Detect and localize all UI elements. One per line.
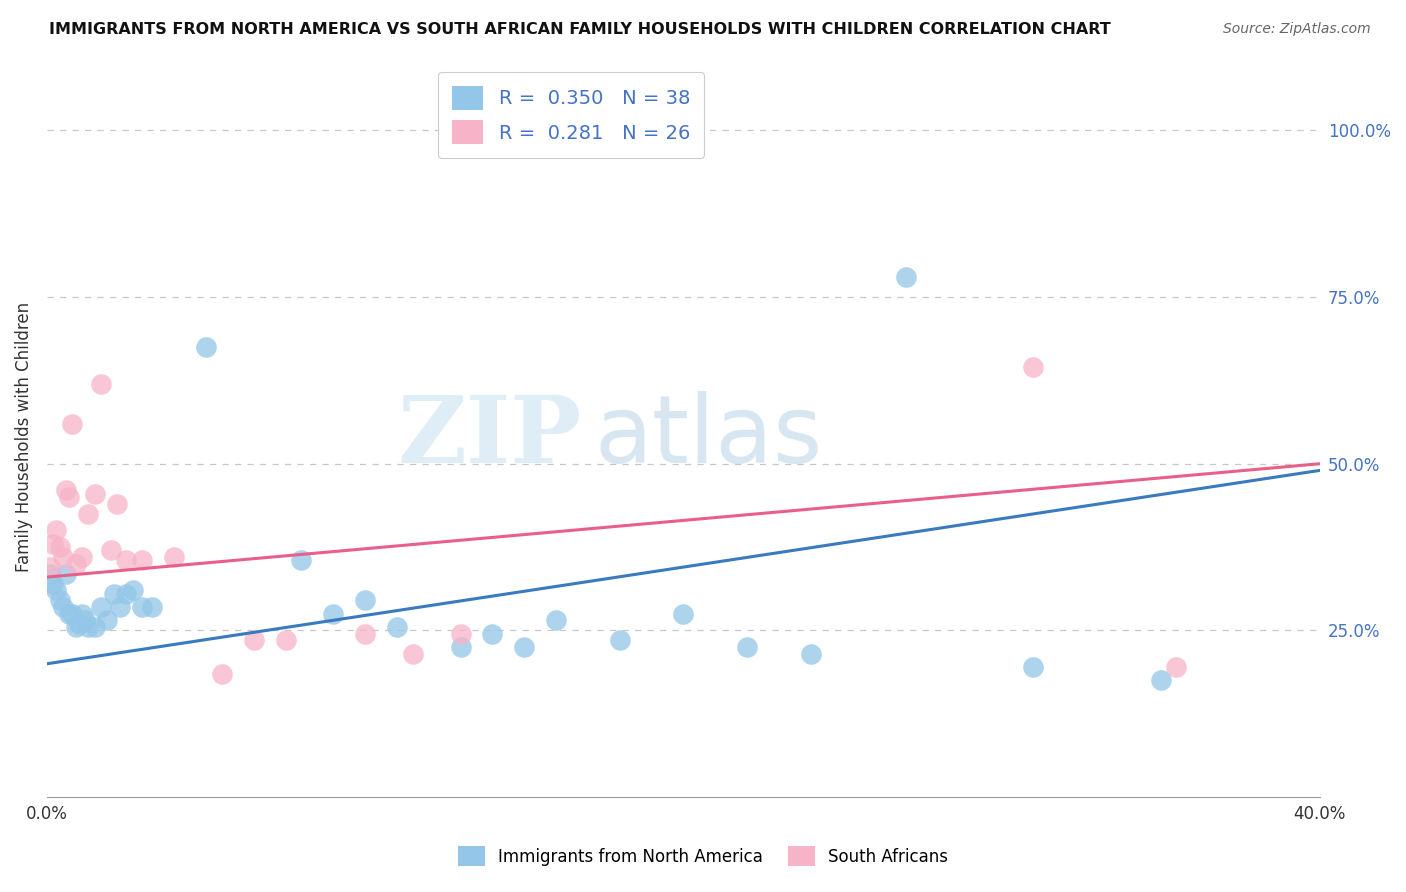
Point [513,640,536,654]
Point [450,640,472,654]
Point [121,583,143,598]
Point [322,607,344,621]
Point [48,593,70,607]
Point [163,550,186,565]
Point [735,640,758,654]
Point [70,607,93,621]
Point [60,607,83,621]
Point [1149,673,1171,688]
Text: atlas: atlas [595,391,823,483]
Point [39,560,62,574]
Point [48,540,70,554]
Point [354,627,377,641]
Point [90,600,112,615]
Point [39,566,62,581]
Point [55,566,77,581]
Y-axis label: Family Households with Children: Family Households with Children [15,302,32,572]
Point [1022,660,1045,674]
Point [52,600,75,615]
Point [1166,660,1188,674]
Point [42,537,65,551]
Point [1022,359,1045,374]
Point [58,490,80,504]
Point [290,553,312,567]
Point [42,576,65,591]
Point [115,587,138,601]
Point [108,600,131,615]
Point [242,633,264,648]
Legend: Immigrants from North America, South Africans: Immigrants from North America, South Afr… [450,838,956,875]
Point [672,607,695,621]
Point [195,340,218,354]
Point [115,553,138,567]
Point [55,483,77,498]
Point [65,557,87,571]
Point [45,583,67,598]
Point [45,524,67,538]
Point [83,487,105,501]
Point [83,620,105,634]
Point [481,627,503,641]
Text: Source: ZipAtlas.com: Source: ZipAtlas.com [1223,22,1371,37]
Point [75,614,97,628]
Point [65,620,87,634]
Point [402,647,425,661]
Text: ZIP: ZIP [398,392,582,482]
Point [799,647,821,661]
Point [100,543,122,558]
Point [90,376,112,391]
Point [105,497,128,511]
Point [450,627,472,641]
Point [354,593,377,607]
Point [894,270,917,285]
Point [274,633,297,648]
Point [131,553,153,567]
Point [96,614,118,628]
Point [58,607,80,621]
Point [385,620,408,634]
Point [60,417,83,431]
Legend: R =  0.350   N = 38, R =  0.281   N = 26: R = 0.350 N = 38, R = 0.281 N = 26 [439,72,704,158]
Point [211,666,233,681]
Text: IMMIGRANTS FROM NORTH AMERICA VS SOUTH AFRICAN FAMILY HOUSEHOLDS WITH CHILDREN C: IMMIGRANTS FROM NORTH AMERICA VS SOUTH A… [49,22,1111,37]
Point [70,550,93,565]
Point [131,600,153,615]
Point [52,550,75,565]
Point [609,633,631,648]
Point [77,507,100,521]
Point [544,614,567,628]
Point [141,600,163,615]
Point [103,587,125,601]
Point [77,620,100,634]
Point [67,616,90,631]
